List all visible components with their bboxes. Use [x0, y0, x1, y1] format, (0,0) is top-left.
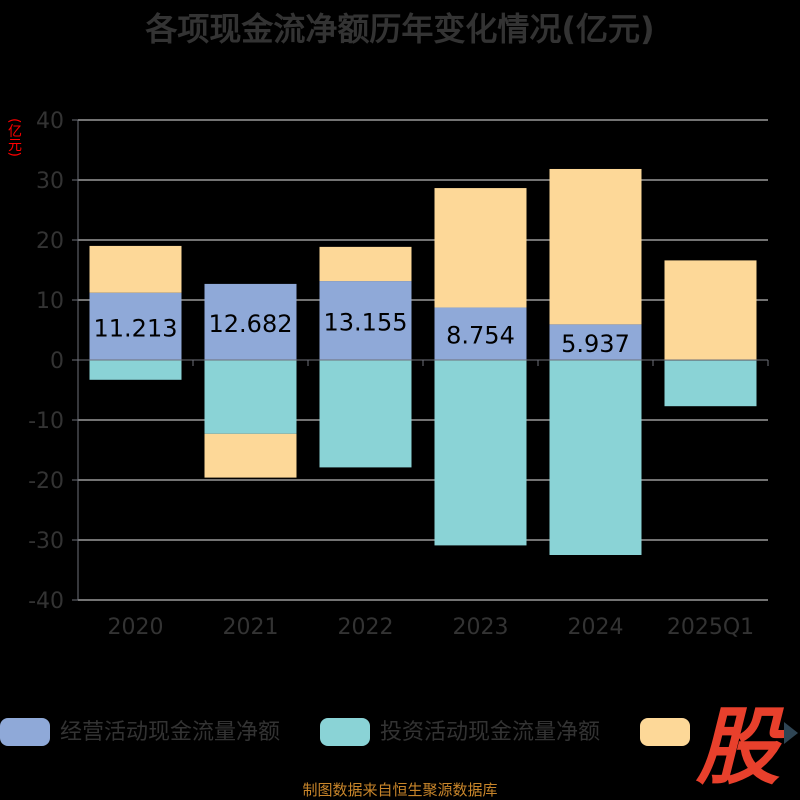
bar-series2-2025Q1 — [664, 360, 757, 407]
bar-series1-2024 — [549, 324, 642, 360]
legend: 经营活动现金流量净额 投资活动现金流量净额 — [0, 716, 800, 756]
legend-swatch-investing — [320, 718, 370, 746]
data-label-2023: 8.754 — [446, 322, 515, 350]
logo-text: 股 — [695, 698, 784, 790]
y-tick-label: -20 — [28, 469, 64, 494]
legend-swatch-financing — [640, 718, 690, 746]
legend-label-investing: 投资活动现金流量净额 — [380, 720, 601, 745]
chart-title: 各项现金流净额历年变化情况(亿元) — [145, 10, 655, 48]
data-label-2024: 5.937 — [561, 330, 630, 358]
data-label-2021: 12.682 — [209, 310, 293, 338]
legend-swatch-operating — [0, 718, 50, 746]
y-tick-label: 40 — [36, 109, 64, 134]
x-tick-label-2020: 2020 — [108, 615, 164, 640]
bar-series1-2022 — [319, 281, 412, 360]
legend-label-operating: 经营活动现金流量净额 — [60, 720, 281, 745]
logo-icon: 股 — [695, 698, 784, 790]
source-caption: 制图数据来自恒生聚源数据库 — [302, 781, 498, 799]
bar-series1-2023 — [434, 307, 527, 360]
x-tick-label-2024: 2024 — [568, 615, 624, 640]
y-tick-label: -30 — [28, 529, 64, 554]
legend-next-page-arrow-icon[interactable] — [784, 722, 798, 744]
x-tick-label-2025Q1: 2025Q1 — [667, 615, 754, 640]
bar-series2-2024 — [549, 360, 642, 555]
bar-series3-2025Q1 — [664, 260, 757, 360]
bar-series2-2023 — [434, 360, 527, 546]
bar-series2-2020 — [89, 360, 182, 380]
y-tick-label: 0 — [50, 349, 64, 374]
x-tick-label-2021: 2021 — [223, 615, 279, 640]
bar-series1-2020 — [89, 292, 182, 360]
bar-series3-2024 — [549, 168, 642, 325]
data-label-2020: 11.213 — [94, 314, 178, 342]
bar-series2-2021 — [204, 360, 297, 434]
y-tick-label: -10 — [28, 409, 64, 434]
bar-series3-2023 — [434, 188, 527, 308]
y-tick-label: 20 — [36, 229, 64, 254]
y-tick-label: 10 — [36, 289, 64, 314]
bar-series2-2022 — [319, 360, 412, 468]
x-tick-label-2022: 2022 — [338, 615, 394, 640]
y-axis-unit-label: (亿元) — [6, 118, 22, 157]
bar-series3-2020 — [89, 245, 182, 293]
bar-series3-2021 — [204, 433, 297, 478]
data-label-2022: 13.155 — [324, 309, 408, 337]
bar-series1-2021 — [204, 283, 297, 360]
y-tick-label: 30 — [36, 169, 64, 194]
bar-series3-2022 — [319, 246, 412, 282]
chart-area: 40 30 20 10 0 -10 -20 -30 -40 11.213 12.682 13.155 8… — [28, 109, 769, 640]
y-tick-label: -40 — [28, 589, 64, 614]
x-tick-label-2023: 2023 — [453, 615, 509, 640]
